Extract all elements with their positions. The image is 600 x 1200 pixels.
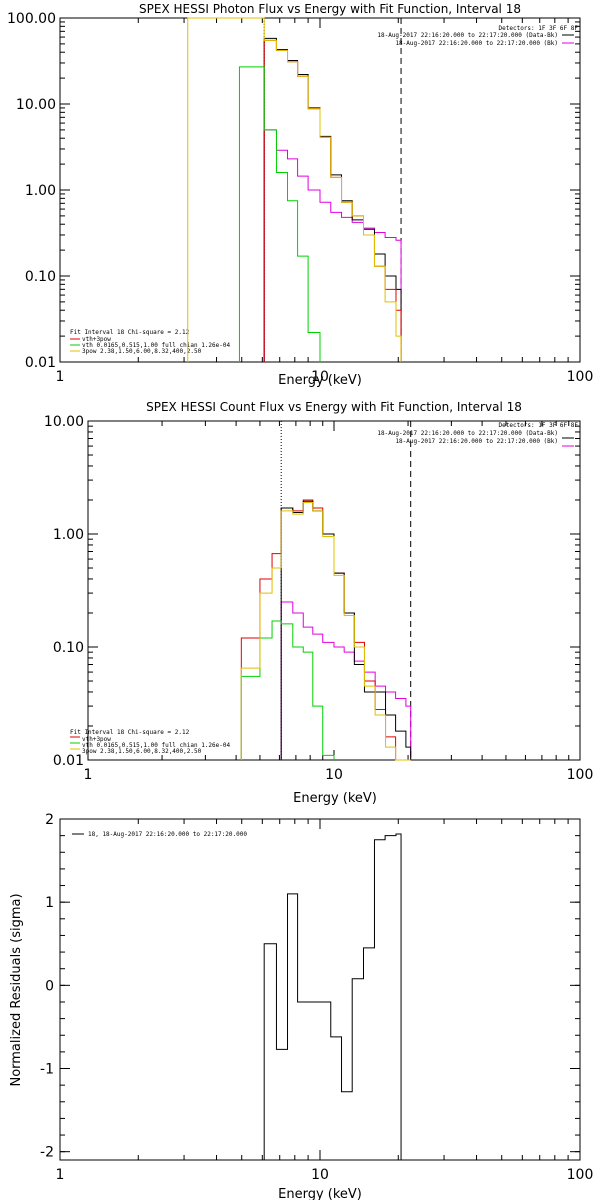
series-1-step-line [263,37,402,362]
photon-fit-legend-vth: vth 0.0165,0.515,1.00 full chian 1.26e-0… [82,342,230,349]
x-tick-label: 100 [567,1167,594,1183]
count-flux-xlabel: Energy (keV) [293,791,377,806]
count-fit-legend-vth: vth 0.0165,0.515,1.00 full chian 1.26e-0… [82,742,230,749]
series-0-step-line [263,833,402,1160]
y-tick-label: 2 [45,812,54,828]
photon-flux-legend-bk: 18-Aug-2017 22:16:20.000 to 22:17:20.000… [395,40,558,47]
plot-frame [59,818,581,1161]
y-tick-label: 0.10 [53,640,84,656]
count-flux-panel: SPEX HESSI Count Flux vs Energy with Fit… [44,400,593,806]
count-flux-fit-header: Fit Interval 18 Chi-square = 2.12 [70,729,190,736]
plot-frame [87,420,581,761]
series-2-step-line [263,39,402,362]
y-tick-label: 0.01 [53,753,84,769]
y-tick-label: 1 [45,895,54,911]
count-fit-legend-total: vth+3pow [82,736,111,743]
residuals-legend-label: 18, 18-Aug-2017 22:16:20.000 to 22:17:20… [88,831,247,838]
series-0-step-line [263,129,402,362]
count-flux-legend-bk: 18-Aug-2017 22:16:20.000 to 22:17:20.000… [395,438,558,445]
series-0-step-line [280,601,412,760]
x-tick-label: 100 [567,767,594,783]
y-tick-label: -2 [40,1145,54,1161]
series-2-step-line [280,500,412,760]
series-3-step-line [240,620,335,760]
y-tick-label: 0 [45,978,54,994]
y-tick-label: 10.00 [16,97,56,113]
photon-flux-legend-data: 18-Aug-2017 22:16:20.000 to 22:17:20.000… [377,32,558,39]
series-3-step-line [238,66,321,362]
x-tick-label: 10 [311,1167,329,1183]
residuals-ylabel: Normalized Residuals (sigma) [9,893,24,1086]
count-flux-legend-data: 18-Aug-2017 22:16:20.000 to 22:17:20.000… [377,430,558,437]
count-fit-legend-3pow: 3pow 2.38,1.50,6.00,8.32,400,2.50 [82,748,202,755]
photon-fit-legend-total: vth+3pow [82,336,111,343]
y-tick-label: 0.10 [25,269,56,285]
photon-fit-legend-3pow: 3pow 2.38,1.50,6.00,8.32,400,2.50 [82,348,202,355]
x-tick-label: 1 [84,767,93,783]
photon-flux-detectors: Detectors: 1F 3F 6F 8F [499,25,579,32]
photon-flux-title: SPEX HESSI Photon Flux vs Energy with Fi… [139,2,521,16]
x-tick-label: 10 [325,767,343,783]
photon-flux-fit-header: Fit Interval 18 Chi-square = 2.12 [70,329,190,336]
x-tick-label: 1 [56,1167,65,1183]
residuals-xlabel: Energy (keV) [278,1187,362,1200]
count-flux-detectors: Detectors: 1F 3F 6F 8F [499,422,579,429]
y-tick-label: 10.00 [44,414,84,430]
x-tick-label: 10 [311,369,329,385]
series-4-step-line [187,17,402,362]
y-tick-label: 100.00 [7,11,56,27]
residuals-panel: Energy (keV) Normalized Residuals (sigma… [9,812,593,1200]
y-tick-label: 0.01 [25,355,56,371]
y-tick-label: 1.00 [25,183,56,199]
count-flux-title: SPEX HESSI Count Flux vs Energy with Fit… [146,400,522,414]
y-tick-label: -1 [40,1062,54,1078]
photon-flux-xlabel: Energy (keV) [278,373,362,388]
photon-flux-panel: SPEX HESSI Photon Flux vs Energy with Fi… [7,2,593,388]
y-tick-label: 1.00 [53,527,84,543]
x-tick-label: 1 [56,369,65,385]
x-tick-label: 100 [567,369,594,385]
series-4-step-line [240,502,411,761]
